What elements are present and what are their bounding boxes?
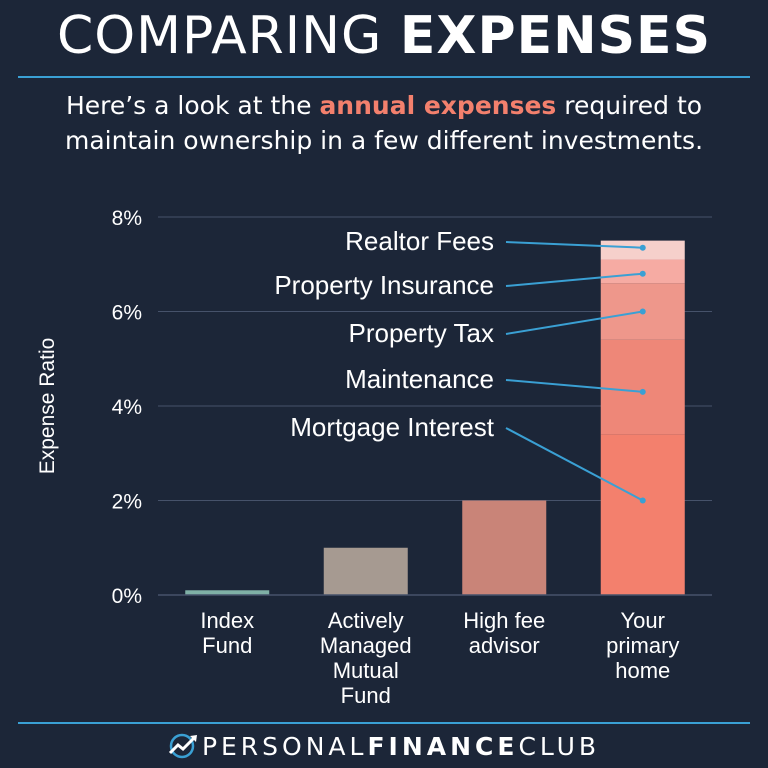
bottom-divider [18, 722, 750, 724]
bar [462, 500, 547, 595]
subtitle-post: required to maintain ownership in a few … [64, 91, 704, 155]
bar [185, 590, 270, 595]
x-category-label: advisor [469, 633, 540, 658]
bar [323, 547, 408, 595]
x-category-label: Fund [202, 633, 252, 658]
x-category-label: Actively [328, 608, 404, 633]
brand-club: CLUB [518, 732, 601, 761]
chart-trend-logo-icon [168, 733, 197, 759]
annotation-arrow [505, 427, 644, 502]
annotation-arrow-head [639, 497, 646, 504]
x-category-label: Fund [341, 683, 391, 708]
y-tick-label: 4% [112, 396, 142, 419]
bar-segment [600, 339, 685, 435]
subtitle: Here’s a look at the annual expenses req… [20, 88, 748, 158]
annotation-arrow-head [639, 270, 646, 277]
title-bold: EXPENSES [399, 6, 712, 66]
brand-finance: FINANCE [367, 732, 519, 761]
y-axis-label: Expense Ratio [36, 338, 59, 475]
segment-label: Property Insurance [274, 270, 494, 300]
title-light: COMPARING [56, 6, 383, 66]
segment-label: Maintenance [345, 364, 494, 394]
bar-segment [600, 434, 685, 595]
page-title: COMPARING EXPENSES [0, 4, 768, 68]
x-category-label: High fee [463, 608, 545, 633]
footer-brand: PERSONALFINANCECLUB [0, 732, 768, 762]
annotation-arrow [505, 272, 643, 287]
x-category-label: Your [621, 608, 665, 633]
annotation-arrow-head [639, 244, 646, 251]
brand-personal: PERSONAL [201, 732, 368, 761]
x-category-label: Managed [320, 633, 412, 658]
y-tick-label: 0% [112, 585, 142, 608]
y-tick-label: 6% [112, 302, 142, 325]
subtitle-pre: Here’s a look at the [65, 91, 312, 120]
annotation-arrow [505, 379, 643, 393]
annotation-arrow [505, 310, 643, 335]
y-tick-label: 2% [112, 491, 142, 514]
expense-ratio-chart: 0%2%4%6%8%Expense RatioIndexFundActively… [36, 207, 712, 708]
x-category-label: primary [606, 633, 679, 658]
segment-label: Property Tax [349, 318, 494, 348]
top-divider [18, 76, 750, 78]
annotation-arrow-head [639, 308, 646, 315]
x-category-label: Mutual [333, 658, 399, 683]
segment-label: Mortgage Interest [290, 412, 495, 442]
x-category-label: Index [200, 608, 254, 633]
subtitle-highlight: annual expenses [319, 91, 557, 120]
segment-label: Realtor Fees [345, 226, 494, 256]
y-tick-label: 8% [112, 207, 142, 230]
x-category-label: home [615, 658, 670, 683]
annotation-arrow-head [639, 388, 646, 395]
annotation-arrow [505, 241, 643, 249]
